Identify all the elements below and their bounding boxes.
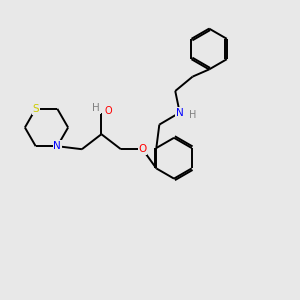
Text: N: N [53, 141, 61, 151]
Text: S: S [32, 104, 39, 114]
Text: O: O [104, 106, 112, 116]
Text: O: O [138, 144, 147, 154]
Text: N: N [176, 108, 184, 118]
Text: H: H [189, 110, 196, 120]
Text: H: H [92, 103, 100, 113]
